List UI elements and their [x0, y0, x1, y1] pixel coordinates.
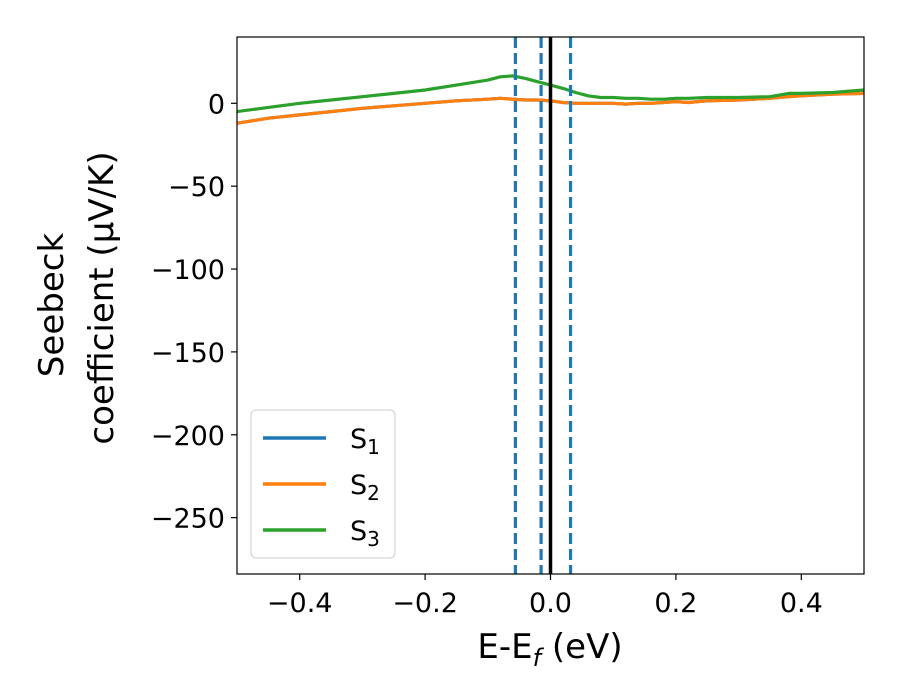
y-axis-title: Seebeck coefficient (μV/K)	[32, 151, 122, 444]
x-tick-label: 0.0	[529, 588, 572, 619]
x-axis-title-main: E-E	[477, 627, 532, 667]
x-tick-label: −0.4	[267, 588, 333, 619]
x-axis-title-unit: (eV)	[541, 627, 623, 667]
y-axis-title-line2: coefficient (μV/K)	[82, 151, 122, 444]
y-tick-label: −150	[151, 338, 225, 369]
series-line-s3	[237, 74, 864, 114]
legend-label-s1: S1	[350, 424, 380, 459]
series-line-s2	[237, 91, 864, 125]
y-tick-label: −100	[151, 255, 225, 286]
y-tick-label: 0	[208, 89, 225, 120]
reference-lines	[513, 37, 573, 574]
x-axis-ticks: −0.4 −0.2 0.0 0.2 0.4	[267, 574, 823, 619]
legend-label-s2: S2	[350, 470, 380, 505]
y-tick-label: −50	[168, 172, 225, 203]
x-axis-title: E-Ef (eV)	[477, 627, 622, 672]
y-axis-ticks: 0 −50 −100 −150 −200 −250	[151, 89, 237, 535]
x-tick-label: 0.2	[654, 588, 697, 619]
legend: S1 S2 S3	[250, 409, 396, 559]
x-tick-label: 0.4	[780, 588, 823, 619]
x-tick-label: −0.2	[392, 588, 458, 619]
y-tick-label: −200	[151, 421, 225, 452]
y-axis-title-line1: Seebeck	[32, 233, 72, 378]
y-tick-label: −250	[151, 504, 225, 535]
legend-label-s3: S3	[350, 516, 380, 551]
series-layer	[237, 74, 864, 125]
